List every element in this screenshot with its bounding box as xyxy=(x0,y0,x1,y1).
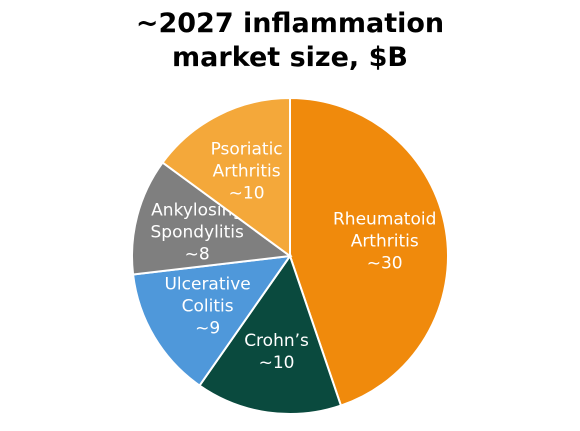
chart-title-line-1: ~2027 inflammation xyxy=(135,8,445,39)
slice-label-crohn-s: Crohn’s ~10 xyxy=(244,331,309,373)
slice-label-ulcerative-colitis: Ulcerative Colitis ~9 xyxy=(164,274,250,338)
pie-slice-rheumatoid-arthritis xyxy=(289,96,449,407)
slice-label-rheumatoid-arthritis: Rheumatoid Arthritis ~30 xyxy=(333,209,436,273)
pie-slice-ulcerative-colitis xyxy=(131,254,293,387)
chart-title-line-2: market size, $B xyxy=(172,42,408,73)
pie-slice-psoriatic-arthritis xyxy=(161,96,291,258)
slice-label-psoriatic-arthritis: Psoriatic Arthritis ~10 xyxy=(211,139,283,203)
pie-slice-ankylosing-spondylitis xyxy=(131,161,293,276)
pie-slice-crohn-s xyxy=(198,253,343,415)
